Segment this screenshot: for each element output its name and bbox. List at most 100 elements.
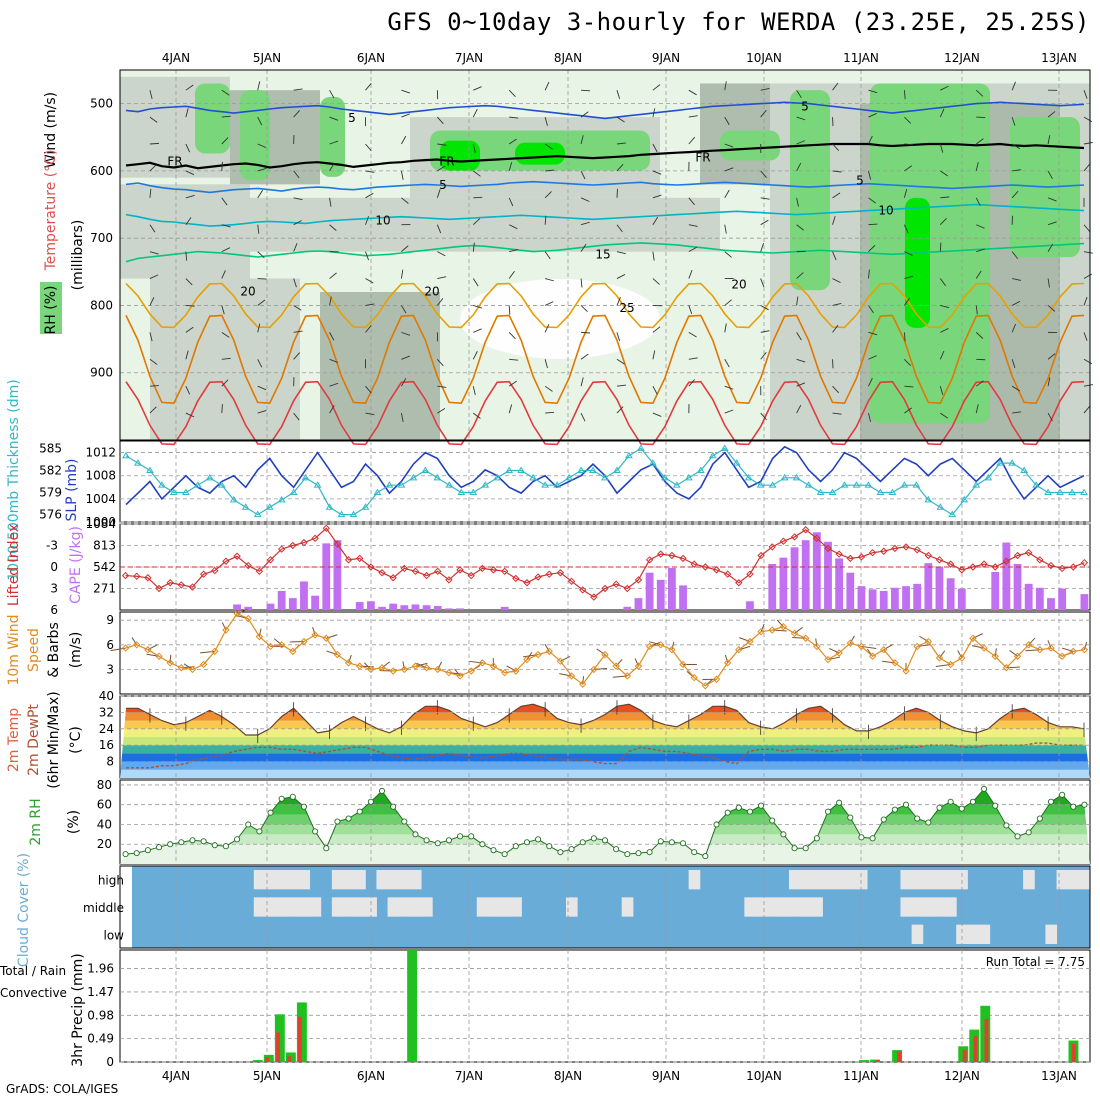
wind-barb (1083, 224, 1091, 232)
wind-barb (437, 407, 446, 414)
cloud-cell-middle (409, 897, 422, 917)
wind-barb (904, 407, 913, 414)
wind10m-point (311, 631, 319, 639)
thickness-point (481, 481, 490, 488)
wind10m-frame (119, 611, 1091, 695)
wind-barb (975, 404, 979, 414)
wind10m-point (735, 646, 743, 654)
wind-barb (796, 162, 802, 172)
wind10m-point (489, 662, 498, 670)
wind-barb (760, 88, 770, 91)
wind10m-point (523, 655, 531, 664)
cape-bar (946, 578, 955, 610)
rh2m-point (813, 835, 820, 842)
thickness-point (804, 481, 813, 488)
rh2m-point (512, 843, 519, 850)
wind-barb (760, 170, 767, 178)
wind-barb (760, 330, 770, 333)
thickness-point (912, 481, 921, 488)
wind-barb (293, 110, 300, 118)
wind-barb (257, 143, 267, 148)
wind-barb (724, 385, 734, 390)
wind-barb (293, 170, 300, 179)
wind-barb (508, 305, 511, 315)
lifted-index-point (824, 544, 832, 553)
wind-barb (1047, 111, 1056, 118)
lifted-index-point (400, 564, 409, 573)
rh2m-point (523, 839, 531, 846)
rh2m-point (345, 815, 352, 822)
cape-bar (634, 598, 643, 610)
cape-bar (322, 543, 331, 610)
wind-barb (940, 170, 949, 177)
wind10m-point (233, 609, 241, 618)
lifted-index-point (846, 554, 854, 563)
wind10m-barb (1047, 640, 1052, 649)
cape-bar (812, 532, 821, 610)
wind-barb (1083, 273, 1093, 279)
wind-barb (652, 108, 656, 118)
lifted-index-point (935, 556, 944, 564)
rh2m-point (323, 845, 330, 852)
wind-barb (544, 81, 550, 91)
wind-barb (616, 384, 626, 387)
wind-tick: 6 (106, 638, 114, 652)
wind-barb (149, 164, 157, 172)
wind-barb (185, 278, 193, 286)
wind10m-point (322, 634, 330, 642)
rh2m-point (579, 839, 586, 846)
wind10m-point (144, 646, 152, 654)
wind10m-barb (381, 661, 391, 669)
cloud-cell-middle (911, 897, 924, 917)
thickness-point (385, 481, 394, 488)
rh2m-point (434, 840, 441, 847)
rh2m-point (802, 845, 809, 852)
wind10m-point (1036, 646, 1044, 654)
wind-barb (868, 223, 878, 226)
rh2m-point (981, 785, 988, 792)
thickness-point (397, 481, 406, 488)
rh-band (120, 804, 1090, 815)
wind10m-point (389, 667, 397, 675)
rh2m-point (925, 819, 932, 826)
rh2m-point (546, 843, 553, 850)
lifted-index-point (623, 584, 632, 593)
thickness-point (445, 481, 454, 488)
wind-barb (329, 197, 332, 207)
wind10m-barb (437, 661, 443, 670)
wind-barb (508, 332, 516, 340)
wind-barb (832, 412, 842, 415)
cloud-cell-middle (621, 897, 634, 917)
wind-barb (257, 167, 267, 172)
cloud-cell-middle (253, 897, 266, 917)
wind-barb (832, 324, 839, 333)
wind-barb (329, 89, 335, 99)
wind-barb (1012, 411, 1022, 414)
wind-barb (185, 170, 195, 176)
cape-bar (824, 541, 832, 610)
thickness-point (601, 473, 609, 481)
day-label-top: 8JAN (554, 51, 582, 65)
wind-barb (616, 164, 624, 172)
thickness-line (125, 447, 1084, 516)
wind10m-barb (1009, 650, 1018, 657)
lifted-index-point (523, 579, 531, 587)
wind-barb (221, 137, 229, 145)
thickness-point (684, 473, 693, 481)
wind-barb (724, 81, 727, 91)
cape-bar (768, 563, 777, 610)
rh2m-point (880, 816, 887, 823)
rh2m-point (568, 846, 575, 853)
rh2m-point (133, 850, 140, 857)
thickness-point (672, 481, 681, 488)
wind10m-point (679, 660, 687, 669)
wind-barb (939, 278, 946, 287)
thickness-point (864, 481, 873, 488)
credit-label: GrADS: COLA/IGES (6, 1082, 119, 1096)
wind-barb (293, 352, 300, 360)
wind-barb (401, 305, 407, 314)
cloud-cell-middle (755, 897, 768, 917)
rh2m-point (189, 837, 196, 844)
wind-barb (796, 332, 802, 341)
lifted-index-point (144, 574, 152, 582)
